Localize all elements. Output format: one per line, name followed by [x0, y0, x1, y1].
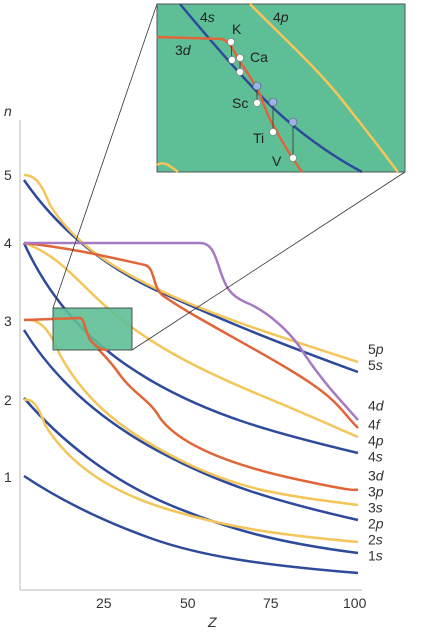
- curve-2s: [23, 397, 359, 555]
- curve-4s: [22, 242, 359, 455]
- x-tick-label-75: 75: [263, 595, 279, 611]
- inset-element-v: V: [272, 153, 282, 169]
- curve-2p: [23, 398, 359, 544]
- inset-label-4p: 4p: [273, 9, 289, 25]
- marker-k-3d: [228, 56, 236, 64]
- inset-curve-4s: [179, 3, 363, 174]
- inset-element-ti: Ti: [253, 130, 264, 146]
- series-label-2p: 2p: [368, 515, 384, 531]
- series-label-1s: 1s: [368, 547, 383, 563]
- inset-element-ca: Ca: [250, 49, 268, 65]
- series-label-5s: 5s: [368, 357, 383, 373]
- series-label-3p: 3p: [368, 483, 384, 499]
- curve-4p: [23, 241, 359, 439]
- y-axis-title: n: [4, 103, 12, 119]
- x-tick-label-100: 100: [343, 595, 367, 611]
- y-tick-label-4: 4: [4, 235, 12, 251]
- marker-k-4s: [227, 38, 235, 46]
- inset-element-sc: Sc: [232, 95, 248, 111]
- marker-ti-3d: [269, 128, 277, 136]
- y-tick-label-5: 5: [4, 167, 12, 183]
- inset-element-k: K: [232, 21, 242, 37]
- series-label-3d: 3d: [368, 467, 385, 483]
- zoom-connector-bottom: [131, 171, 406, 351]
- curve-3s: [22, 329, 359, 522]
- series-label-3s: 3s: [368, 499, 383, 515]
- marker-ti-4s: [268, 97, 278, 107]
- series-label-4d: 4d: [368, 398, 385, 414]
- zoom-region-curve-overlay: [52, 316, 109, 352]
- marker-ca-4s: [236, 68, 244, 76]
- series-label-4s: 4s: [368, 448, 383, 464]
- y-tick-label-3: 3: [4, 313, 12, 329]
- inset-panel: [156, 3, 406, 173]
- curve-4f: [24, 241, 359, 421]
- inset-curve-4p-lower: [156, 162, 179, 174]
- curve-5p: [23, 173, 359, 364]
- inset-markers: [227, 38, 298, 162]
- curve-3p: [23, 318, 359, 507]
- marker-v-3d: [289, 154, 297, 162]
- series-label-4p: 4p: [368, 432, 384, 448]
- series-label-2s: 2s: [368, 531, 383, 547]
- curve-1s: [23, 474, 359, 575]
- series-label-4f: 4f: [368, 416, 382, 432]
- y-tick-label-1: 1: [4, 469, 12, 485]
- inset-curve-4p-upper: [249, 3, 399, 173]
- y-tick-label-2: 2: [4, 392, 12, 408]
- marker-ca-3d: [236, 54, 244, 62]
- x-tick-label-25: 25: [96, 595, 112, 611]
- marker-sc-3d: [253, 99, 261, 107]
- x-axis-title: Z: [207, 614, 217, 630]
- curve-4d: [23, 241, 359, 429]
- zoom-connector-top: [52, 3, 158, 309]
- inset-label-4s: 4s: [200, 9, 215, 25]
- series-label-5p: 5p: [368, 341, 384, 357]
- marker-sc-4s: [252, 81, 262, 91]
- inset-label-3d: 3d: [175, 42, 192, 58]
- marker-v-4s: [288, 117, 298, 127]
- x-tick-label-50: 50: [180, 595, 196, 611]
